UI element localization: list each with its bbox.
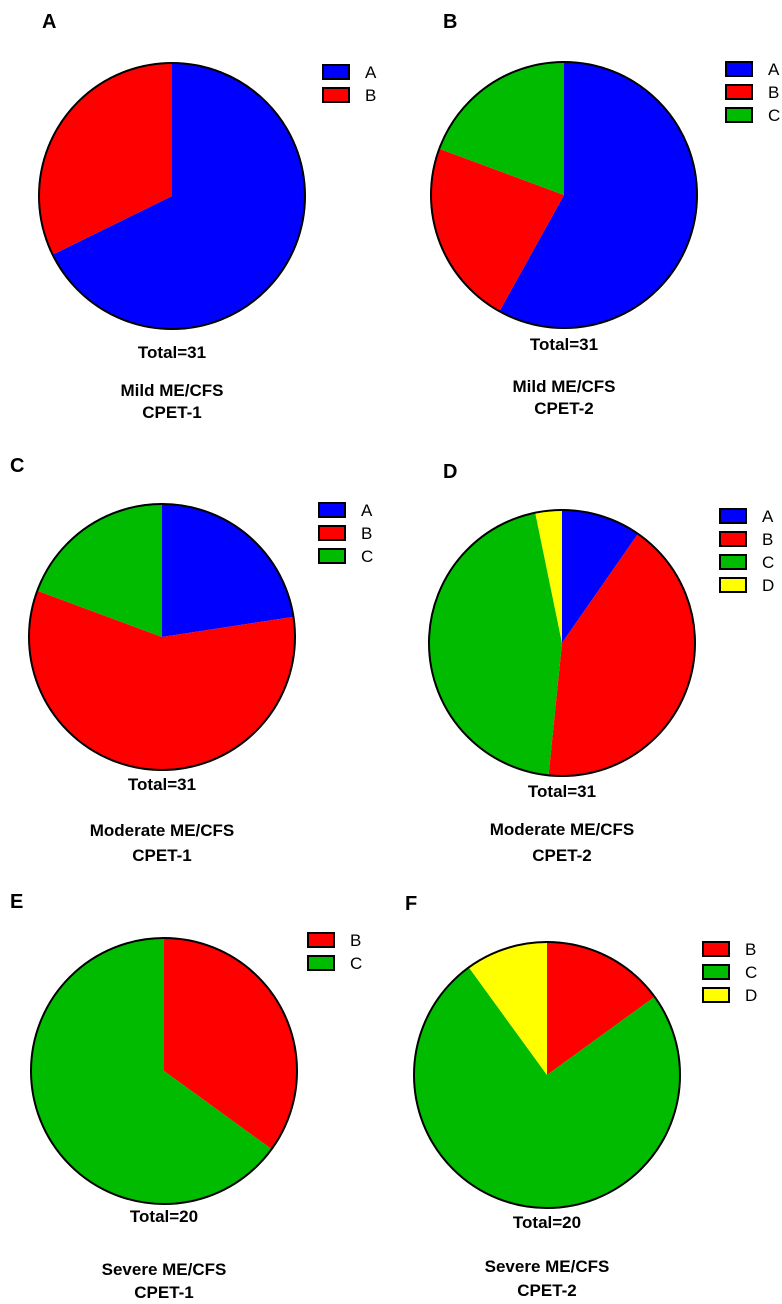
legend-swatch-c: [702, 964, 730, 980]
legend-label-a: A: [762, 507, 774, 526]
chart-title-line-1: Moderate ME/CFS: [90, 821, 235, 840]
pie-slice-b: [431, 148, 564, 312]
legend-swatch-a: [318, 502, 346, 518]
chart-title-line-1: Moderate ME/CFS: [490, 820, 635, 839]
legend-swatch-d: [702, 987, 730, 1003]
pie-slice-c: [429, 512, 562, 776]
legend-swatch-b: [318, 525, 346, 541]
legend-swatch-b: [702, 941, 730, 957]
pie-slice-c: [439, 62, 564, 195]
panel-letter: A: [42, 11, 56, 33]
legend-swatch-c: [307, 955, 335, 971]
pie-slice-c: [37, 504, 163, 637]
legend-label-c: C: [762, 553, 774, 572]
legend-label-c: C: [361, 547, 373, 566]
pie-outline: [28, 503, 296, 771]
legend-label-b: B: [762, 530, 773, 549]
legend-swatch-b: [307, 932, 335, 948]
pie-outline: [38, 62, 306, 330]
total-label: Total=31: [530, 335, 598, 354]
pie-slice-b: [548, 533, 696, 776]
chart-title-line-2: CPET-1: [134, 1283, 194, 1302]
legend-swatch-b: [719, 531, 747, 547]
panel-letter: C: [10, 455, 24, 477]
legend-label-b: B: [365, 86, 376, 105]
legend-swatch-b: [725, 84, 753, 100]
chart-title-line-1: Mild ME/CFS: [513, 377, 616, 396]
chart-title-line-2: CPET-2: [517, 1281, 577, 1300]
pie-slice-c: [414, 967, 681, 1208]
legend-label-a: A: [365, 63, 377, 82]
chart-title-line-1: Mild ME/CFS: [121, 381, 224, 400]
chart-title-line-1: Severe ME/CFS: [102, 1260, 227, 1279]
pie-slice-a: [162, 504, 294, 637]
chart-title-line-2: CPET-1: [132, 846, 192, 865]
pie-slice-b: [547, 942, 655, 1075]
legend-swatch-a: [719, 508, 747, 524]
panel-letter: E: [10, 891, 23, 913]
pie-panel-f: F BCD Total=20 Severe ME/CFS CPET-2: [405, 893, 757, 1300]
pie-slice-c: [31, 938, 272, 1204]
legend-label-b: B: [350, 931, 361, 950]
pie-slice-b: [164, 938, 298, 1150]
legend-swatch-b: [322, 87, 350, 103]
total-label: Total=31: [128, 775, 196, 794]
pie-slice-a: [562, 510, 638, 643]
panel-letter: B: [443, 11, 457, 33]
pie-slice-b: [39, 63, 172, 255]
panel-letter: F: [405, 893, 417, 915]
legend-swatch-a: [725, 61, 753, 77]
legend-label-d: D: [762, 576, 774, 595]
total-label: Total=20: [513, 1213, 581, 1232]
legend-label-b: B: [768, 83, 779, 102]
legend-swatch-c: [719, 554, 747, 570]
legend-swatch-c: [725, 107, 753, 123]
pie-outline: [430, 61, 698, 329]
pie-slice-b: [28, 590, 295, 771]
pie-slice-d: [535, 510, 562, 643]
pie-outline: [428, 509, 696, 777]
chart-title-line-2: CPET-1: [142, 403, 202, 422]
chart-title-line-2: CPET-2: [532, 846, 592, 865]
total-label: Total=31: [138, 343, 206, 362]
total-label: Total=31: [528, 782, 596, 801]
total-label: Total=20: [130, 1207, 198, 1226]
legend-label-a: A: [361, 501, 373, 520]
legend-label-a: A: [768, 60, 780, 79]
legend-swatch-c: [318, 548, 346, 564]
legend-label-c: C: [768, 106, 780, 125]
legend-swatch-d: [719, 577, 747, 593]
pie-outline: [413, 941, 681, 1209]
pie-slice-a: [52, 63, 305, 330]
pie-slice-d: [468, 942, 547, 1075]
chart-title-line-1: Severe ME/CFS: [485, 1257, 610, 1276]
legend-swatch-a: [322, 64, 350, 80]
legend-label-c: C: [350, 954, 362, 973]
pie-slice-a: [499, 62, 697, 328]
legend-label-b: B: [745, 940, 756, 959]
legend-label-d: D: [745, 986, 757, 1005]
legend-label-b: B: [361, 524, 372, 543]
pie-panel-e: E BC Total=20 Severe ME/CFS CPET-1: [10, 891, 362, 1302]
chart-title-line-2: CPET-2: [534, 399, 594, 418]
panel-letter: D: [443, 461, 457, 483]
legend-label-c: C: [745, 963, 757, 982]
pie-outline: [30, 937, 298, 1205]
